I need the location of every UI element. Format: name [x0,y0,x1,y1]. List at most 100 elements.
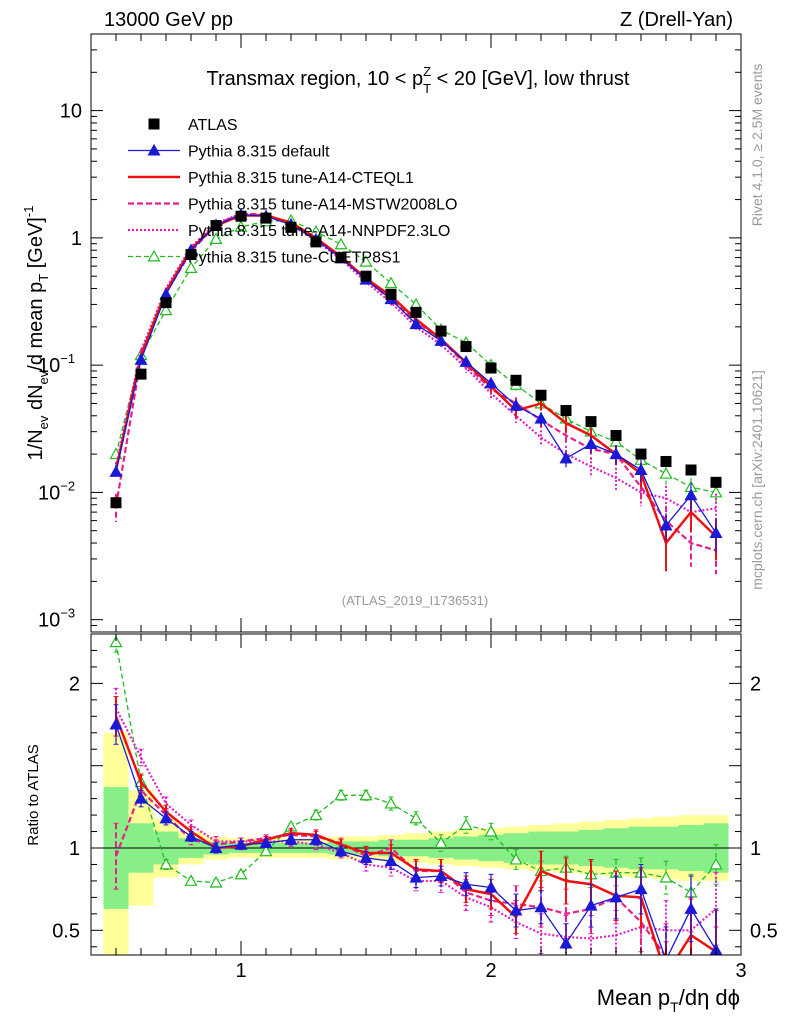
data-point [710,476,722,488]
series-point-default [484,376,498,389]
ratio-point-default [584,898,598,911]
ratio-point-cuetp8s1 [384,796,398,809]
analysis-watermark: (ATLAS_2019_I1736531) [342,593,488,608]
main-y-tick-label: 10 [60,101,82,123]
ratio-point-default [284,833,298,845]
data-point [210,220,222,232]
ratio-point-cuetp8s1 [484,824,498,837]
data-point [285,221,297,233]
ratio-y-tick-label-left: 2 [69,673,80,695]
series-point-cuetp8s1 [234,220,248,232]
ratio-point-cuetp8s1 [109,635,123,648]
series-point-default [409,317,423,330]
series-point-cuetp8s1 [384,276,398,289]
ratio-point-default [534,900,548,913]
ratio-point-default [509,903,523,916]
ratio-point-default [359,851,373,863]
series-point-cuetp8s1 [334,237,348,250]
data-point [585,416,597,428]
ratio-point-default [609,890,623,903]
ratio-point-default [684,902,698,914]
series-point-default [509,398,523,411]
ratio-point-cuetp8s1 [259,844,273,857]
data-point [385,288,397,300]
legend-label: ATLAS [188,117,238,134]
plot-title: Transmax region, 10 < pZ T < 20 [GeV], lo… [207,64,630,96]
ratio-point-cuetp8s1 [509,852,523,865]
legend-item-mstw: Pythia 8.315 tune-A14-MSTW2008LO [128,197,457,214]
series-mstw [114,212,717,575]
ratio-point-default [134,791,148,804]
series-point-cuetp8s1 [359,254,373,267]
ratio-point-cuetp8s1 [309,808,323,821]
ratio-y-axis-label: Ratio to ATLAS [25,744,42,845]
ratio-point-default [309,833,323,845]
series-point-default [109,465,123,477]
ratio-panel: 0.5 0.5 1 1 2 2 1 2 3 Ratio to ATLAS Mean pT/dη … [25,633,778,1015]
data-point [235,210,247,222]
data-point [485,362,497,374]
data-point [335,252,347,264]
legend-item-nnpdf: Pythia 8.315 tune-A14-NNPDF2.3LO [128,223,450,240]
ratio-y-tick-label-left: 0.5 [52,920,80,942]
ratio-point-default [334,844,348,857]
ratio-y-tick-label-left: 1 [69,838,80,860]
x-tick-label: 1 [235,960,246,982]
ratio-y-tick-label-right: 0.5 [750,920,778,942]
series-point-cuetp8s1 [159,303,173,316]
data-point [110,497,122,509]
main-y-axis-label: 1/Nev dNev/d mean pT [GeV]-1 [21,206,51,461]
legend-item-cuetp8s1: Pythia 8.315 tune-CUETP8S1 [128,250,401,267]
data-point [160,297,172,309]
ratio-point-default [109,717,123,730]
series-point-default [684,488,698,501]
data-point [360,270,372,282]
data-point [185,249,197,261]
data-point [685,464,697,476]
ratio-point-cuetp8s1 [334,788,348,801]
x-tick-label: 2 [485,960,496,982]
ratio-ticks: 0.5 0.5 1 1 2 2 1 2 3 [52,633,778,982]
series-point-default [609,447,623,460]
main-y-tick-label: 10−3 [38,606,75,632]
main-y-tick-label: 1 [71,228,82,250]
series-point-default [559,451,573,464]
legend-label: Pythia 8.315 tune-A14-NNPDF2.3LO [188,223,450,240]
ratio-point-cuetp8s1 [709,857,723,870]
ratio-point-default [634,882,648,895]
data-point [560,405,572,417]
ratio-point-cuetp8s1 [659,870,673,883]
ratio-point-default [384,854,398,867]
series-point-default [584,437,598,450]
ratio-point-default [259,836,273,849]
ratio-point-cuetp8s1 [234,867,248,880]
ratio-point-cuetp8s1 [409,811,423,824]
data-point [260,212,272,224]
ratio-point-cuetp8s1 [184,874,198,886]
ratio-point-default [184,829,198,842]
series-point-default [459,355,473,367]
ratio-series-default [109,704,723,955]
data-point [310,236,322,248]
main-panel: 10−3 10−2 10−1 1 10 Transmax region, 10 < pZ… [21,33,742,633]
series-point-default [634,463,648,475]
ratio-series [109,634,723,955]
ratio-point-default [459,877,473,890]
legend-marker-cuetp8s1 [147,249,161,262]
ratio-y-tick-label-right: 1 [750,838,761,860]
main-series [109,208,723,575]
series-point-default [709,526,723,538]
ratio-point-default [484,880,498,893]
series-point-cuetp8s1 [184,261,198,273]
main-y-tick-label: 10−2 [38,478,75,504]
series-data [110,210,722,509]
legend-item-default: Pythia 8.315 default [128,144,330,161]
ratio-point-cuetp8s1 [459,818,473,830]
data-point [510,374,522,386]
legend-label: Pythia 8.315 tune-CUETP8S1 [188,250,401,267]
ratio-point-default [559,936,573,949]
data-point [660,455,672,467]
legend: ATLAS Pythia 8.315 default Pythia 8.315 tu… [128,117,457,267]
series-cteql1 [114,214,717,572]
